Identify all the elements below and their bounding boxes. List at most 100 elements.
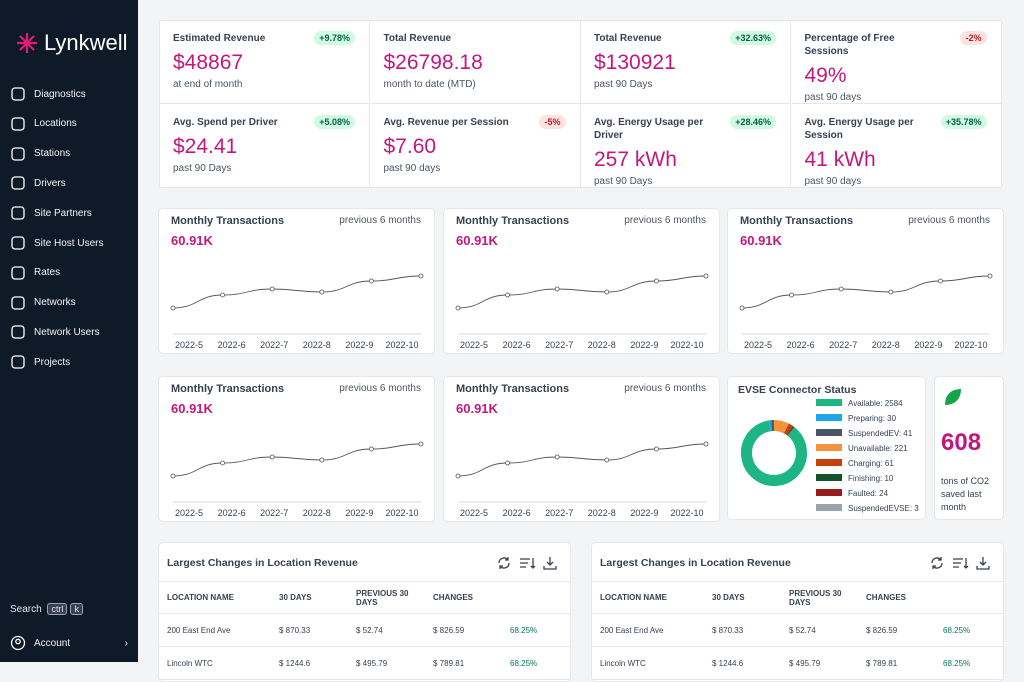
co2-card: 608 tons of CO2 saved last month [934,376,1004,520]
point [505,460,510,466]
brand[interactable]: Lynkwell [16,30,128,56]
kpi-badge: -5% [539,115,566,129]
account-label: Account [34,637,71,649]
chart-subtitle: previous 6 months [624,383,706,394]
logo [17,33,37,53]
nav-item[interactable]: Projects [10,354,70,370]
point [987,273,993,279]
legend-swatch [816,474,842,481]
x-tick-label: 2022-8 [588,340,616,350]
legend-label: Finishing: 10 [848,474,894,483]
point [653,278,659,284]
kpi-badge: +5.08% [314,115,355,129]
legend-swatch [816,429,842,436]
chart-title: Monthly Transactions [171,215,285,227]
donut-segment [741,420,807,486]
legend-label: Available: 2584 [848,399,903,408]
kpi-badge: -2% [960,31,987,45]
kpi-value: 41 kWh [804,148,876,171]
x-tick-label: 2022-9 [345,340,373,350]
table-cell: $ 789.81 [425,646,502,680]
kpi-caption: month to date (MTD) [383,79,476,90]
download-icon[interactable] [976,557,990,570]
table-cell: Lincoln WTC [159,646,271,680]
nav-label: Drivers [34,177,66,189]
legend-label: Unavailable: 221 [848,444,908,453]
sidebar: Lynkwell Diagnostics Locations Stations Dri… [0,0,138,662]
table-cell: $ 826.59 [858,613,935,647]
kpi-title: Percentage of Free Sessions [804,33,895,57]
chart-card: Monthly Transactions previous 6 months 60.… [158,208,435,354]
point [838,286,844,292]
point [604,457,610,463]
x-tick-label: 2022-5 [175,340,203,350]
account[interactable]: Account › [10,635,128,651]
legend-label: SuspendedEVSE: 3 [848,504,919,513]
kpi-caption: at end of month [173,79,243,90]
icon [11,325,25,340]
icon-shape [11,266,25,280]
icon-shape [11,236,25,250]
refresh-icon[interactable] [498,557,510,569]
point [170,305,176,311]
nav-item[interactable]: Diagnostics [10,86,86,102]
chart-title: Monthly Transactions [456,215,570,227]
nav-item[interactable]: Rates [10,265,60,281]
nav-item[interactable]: Site Partners [10,205,92,221]
table-cell: $ 870.33 [704,613,781,647]
x-tick-label: 2022-9 [630,508,658,518]
nav-label: Stations [34,148,71,160]
nav-item[interactable]: Stations [10,146,70,162]
icon-shape [11,355,25,369]
nav-label: Diagnostics [34,88,86,100]
icon-shape [11,87,25,101]
nav-label: Locations [34,118,77,130]
data-table: LOCATION NAME 30 DAYS PREVIOUS 30 DAYS CHAN… [592,581,1003,680]
nav-item[interactable]: Locations [10,116,77,132]
point [554,286,560,292]
filter-icon[interactable] [953,558,969,569]
line [172,275,422,309]
point [703,441,709,447]
point [653,446,659,452]
search[interactable]: Search ctrl k [10,603,83,615]
kpi-badge: +32.63% [730,31,776,45]
table-cell: 200 East End Ave [592,613,704,647]
nav-item[interactable]: Network Users [10,324,100,340]
chart-subtitle: previous 6 months [339,215,421,226]
kpi-badge: +9.78% [314,31,355,45]
icon [11,295,25,310]
table-card: Largest Changes in Location Revenue LOCAT… [591,542,1004,682]
download-icon[interactable] [543,557,557,570]
co2-value: 608 [941,429,982,456]
x-tick-label: 2022-10 [954,340,987,350]
kpi-caption: past 90 days [804,92,862,103]
x-tick-label: 2022-5 [460,508,488,518]
chart-subtitle: previous 6 months [908,215,990,226]
point [937,278,943,284]
column-header: LOCATION NAME [159,581,271,614]
key: ctrl [47,603,68,615]
data-table: LOCATION NAME 30 DAYS PREVIOUS 30 DAYS CHAN… [159,581,570,680]
x-tick-label: 2022-7 [829,340,857,350]
co2-caption: tons of CO2 saved last month [941,476,990,512]
chart-title: Monthly Transactions [171,383,285,395]
kpi-value: $130921 [594,51,676,74]
x-tick-label: 2022-8 [872,340,900,350]
filter-icon[interactable] [520,558,536,569]
point [455,305,461,311]
donut-card: EVSE Connector Status Available: 2584 Prep… [727,376,926,520]
table-cell: $ 52.74 [348,613,425,647]
refresh-icon[interactable] [931,557,943,569]
table-cell: Lincoln WTC [592,646,704,680]
point [220,292,225,298]
icon [11,146,25,161]
nav-item[interactable]: Drivers [10,175,66,191]
point [604,289,610,295]
kpi-title: Avg. Spend per Driver [173,117,278,128]
nav-item[interactable]: Networks [10,295,76,311]
icon [11,266,25,280]
table-row: 200 East End Ave $ 870.33 $ 52.74 $ 826.59 6… [159,613,570,647]
nav-item[interactable]: Site Host Users [10,235,103,251]
kpi-badge: +28.46% [730,115,776,129]
